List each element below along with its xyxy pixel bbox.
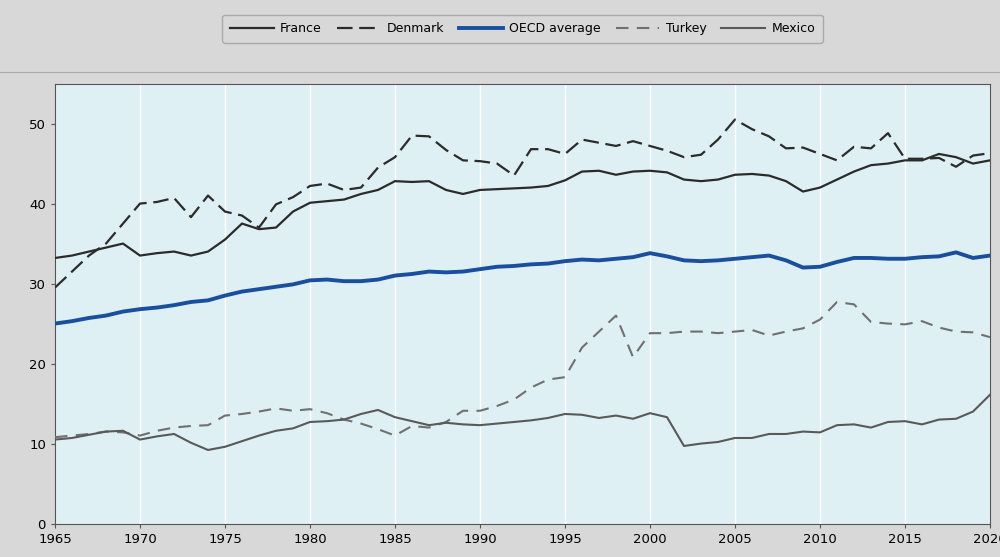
- Legend: France, Denmark, OECD average, Turkey, Mexico: France, Denmark, OECD average, Turkey, M…: [222, 15, 823, 43]
